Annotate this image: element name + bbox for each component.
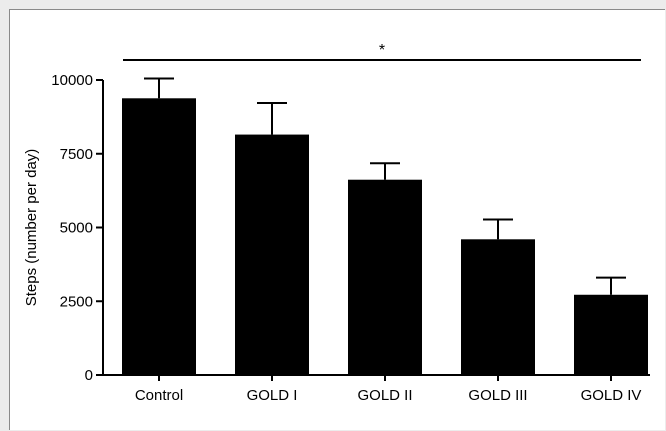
y-tick-label: 0 [85, 367, 93, 384]
x-tick-label: Control [135, 387, 183, 404]
bar [574, 294, 648, 375]
error-bars-layer [144, 77, 626, 295]
x-tick-label: GOLD I [247, 387, 298, 404]
x-ticks-layer: Control GOLD I GOLD II GOLD III GOLD IV [135, 375, 642, 404]
significance-label: * [379, 42, 385, 59]
figure-panel [9, 9, 665, 430]
y-tick-label: 5000 [60, 220, 93, 237]
y-axis-title: Steps (number per day) [23, 149, 40, 307]
bar [235, 134, 309, 375]
x-tick-label: GOLD IV [581, 387, 642, 404]
y-tick-label: 7500 [60, 146, 93, 163]
bars-layer [122, 98, 648, 375]
bar [122, 98, 196, 375]
x-tick-label: GOLD III [468, 387, 527, 404]
y-tick-label: 10000 [51, 72, 93, 89]
bar [461, 239, 535, 375]
y-tick-label: 2500 [60, 293, 93, 310]
y-ticks-layer: 0 2500 5000 7500 10000 [51, 72, 103, 384]
x-tick-label: GOLD II [357, 387, 412, 404]
bar [348, 179, 422, 375]
